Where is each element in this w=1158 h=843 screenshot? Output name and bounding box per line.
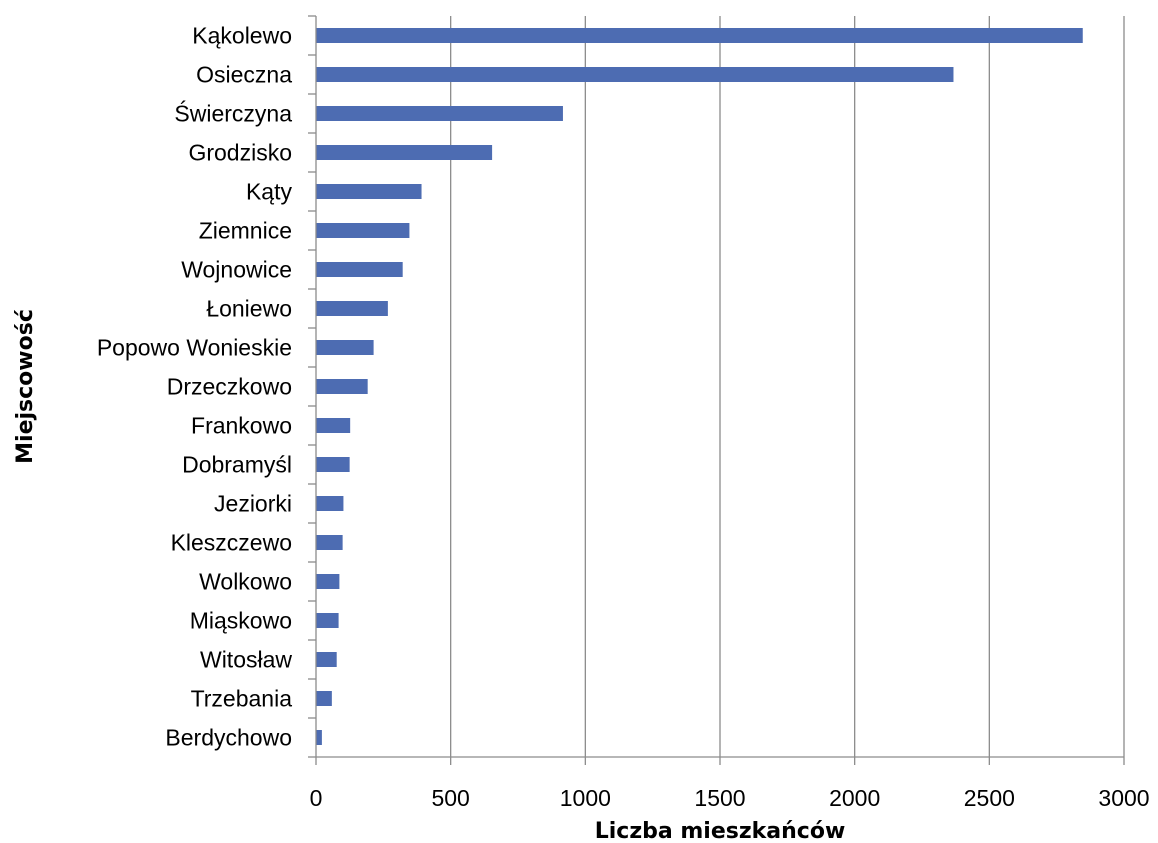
bar: [316, 574, 340, 589]
bars: [316, 28, 1083, 745]
x-tick-label: 2500: [964, 785, 1015, 811]
category-label: Osieczna: [196, 62, 292, 88]
bar: [316, 652, 337, 667]
category-label: Kleszczewo: [171, 530, 292, 556]
category-label: Kąkolewo: [192, 23, 292, 49]
category-label: Dobramyśl: [182, 452, 292, 478]
bar: [316, 67, 954, 82]
y-axis-title: Miejscowość: [13, 309, 38, 464]
bar: [316, 418, 351, 433]
bar: [316, 223, 410, 238]
category-labels: Kąkolewo Osieczna Świerczyna Grodzisko Kąty Z…: [97, 23, 293, 751]
category-label: Ziemnice: [199, 218, 292, 244]
bar: [316, 145, 493, 160]
x-tick-labels: 0 500 1000 1500 2000 2500 3000: [310, 785, 1150, 811]
bar: [316, 730, 322, 745]
category-label: Wojnowice: [181, 257, 292, 283]
x-tick-label: 1500: [694, 785, 745, 811]
x-tick-label: 0: [310, 785, 323, 811]
bar: [316, 457, 350, 472]
bar: [316, 262, 403, 277]
category-label: Frankowo: [191, 413, 292, 439]
bar: [316, 613, 339, 628]
bar: [316, 379, 368, 394]
bar: [316, 28, 1083, 43]
x-tick-label: 2000: [829, 785, 880, 811]
category-label: Witosław: [200, 647, 292, 673]
category-label: Miąskowo: [190, 608, 292, 634]
category-label: Jeziorki: [214, 491, 292, 517]
category-label: Trzebania: [191, 686, 293, 712]
bar: [316, 691, 332, 706]
bar: [316, 301, 388, 316]
bar: [316, 106, 563, 121]
bar: [316, 496, 344, 511]
grid-lines: [450, 16, 1125, 757]
bar: [316, 535, 343, 550]
category-label: Drzeczkowo: [167, 374, 292, 400]
x-tick-label: 1000: [560, 785, 611, 811]
bar: [316, 340, 374, 355]
category-label: Łoniewo: [206, 296, 292, 322]
axes: [308, 15, 1125, 765]
category-label: Kąty: [246, 179, 293, 205]
x-axis-title: Liczba mieszkańców: [595, 819, 846, 843]
x-tick-label: 3000: [1098, 785, 1149, 811]
category-label: Wolkowo: [199, 569, 292, 595]
x-tick-label: 500: [431, 785, 469, 811]
category-label: Świerczyna: [174, 100, 292, 127]
category-label: Berdychowo: [165, 725, 292, 751]
category-label: Popowo Wonieskie: [97, 335, 292, 361]
bar: [316, 184, 422, 199]
category-label: Grodzisko: [188, 140, 292, 166]
